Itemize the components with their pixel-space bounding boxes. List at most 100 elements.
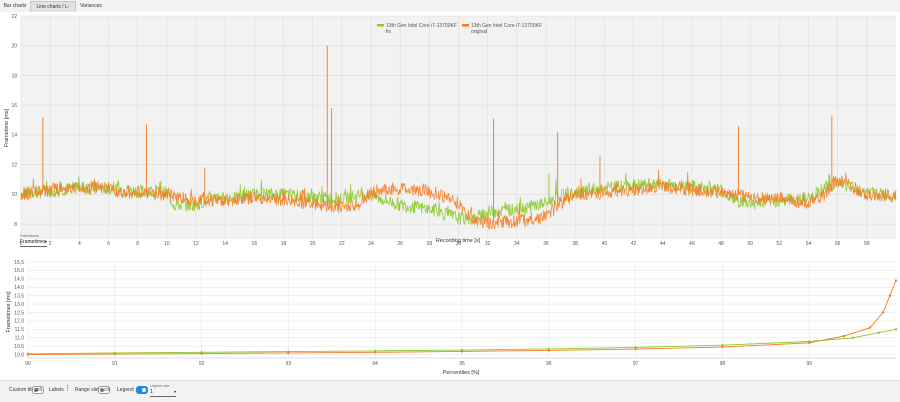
frametime-ylabel: Frametime [ms] — [4, 108, 10, 147]
x-tick-label: 91 — [112, 361, 118, 367]
legend-size-select[interactable]: Legend size 1 ▾ — [150, 384, 176, 397]
x-tick-label: 48 — [718, 241, 724, 247]
toggle-knob — [34, 388, 38, 392]
percentile-point — [721, 345, 724, 349]
legend-size-value: 1 — [150, 389, 153, 395]
x-tick-label: 26 — [397, 241, 403, 247]
percentile-series — [26, 279, 898, 356]
legend-label-original-sub: original — [471, 29, 487, 35]
x-tick-label: 18 — [281, 241, 287, 247]
x-tick-label: 14 — [222, 241, 228, 247]
x-tick-label: 28 — [427, 241, 433, 247]
y-tick-label: 14.5 — [14, 277, 24, 283]
legend-label-fix-sub: fix — [386, 29, 392, 35]
percentile-chart-frame — [0, 252, 900, 378]
x-tick-label: 24 — [368, 241, 374, 247]
y-tick-label: 10.0 — [14, 352, 24, 358]
x-tick-label: 8 — [136, 241, 139, 247]
x-tick-label: 94 — [372, 361, 378, 367]
percentile-point — [634, 347, 637, 351]
legend-size-caption: Legend size — [150, 384, 170, 388]
y-tick-label: 14 — [11, 133, 17, 139]
series-selector-value: Frametimes — [20, 239, 47, 245]
x-tick-label: 46 — [689, 241, 695, 247]
percentile-point — [868, 326, 872, 329]
series-selector-caption: Frametimes — [20, 234, 39, 238]
toggle-knob — [100, 388, 104, 392]
y-tick-label: 8 — [14, 222, 17, 228]
chevron-down-icon: ▾ — [44, 239, 47, 244]
custom-titles-label: Custom titles — [9, 387, 38, 393]
y-tick-label: 16 — [11, 103, 17, 109]
x-tick-label: 38 — [572, 241, 578, 247]
y-tick-label: 22 — [11, 14, 17, 20]
x-tick-label: 22 — [339, 241, 345, 247]
percentile-ticks: 10.0 10.5 11.0 11.5 12.0 12.5 13.0 13.5 14.0 14.5… — [14, 260, 812, 367]
series-selector[interactable]: Frametimes Frametimes ▾ — [20, 234, 47, 247]
percentile-point — [113, 352, 117, 356]
x-tick-label: 54 — [806, 241, 812, 247]
frametime-grid — [20, 15, 896, 239]
percentile-point — [460, 350, 464, 353]
x-tick-label: 32 — [485, 241, 491, 247]
more-vertical-icon[interactable]: ⋮ — [64, 385, 71, 392]
frametime-xlabel: Recording time [s] — [436, 238, 481, 244]
x-tick-label: 95 — [459, 361, 465, 367]
x-tick-label: 50 — [747, 241, 753, 247]
y-tick-label: 18 — [11, 73, 17, 79]
x-tick-label: 2 — [49, 241, 52, 247]
x-tick-label: 34 — [514, 241, 520, 247]
y-tick-label: 15.5 — [14, 260, 24, 266]
x-tick-label: 56 — [835, 241, 841, 247]
tab-bar-charts[interactable]: Bar charts — [3, 3, 27, 9]
series-line-0 — [20, 172, 897, 226]
tab-variances[interactable]: Variances — [80, 3, 102, 9]
x-tick-label: 42 — [631, 241, 637, 247]
y-tick-label: 10 — [11, 192, 17, 198]
y-tick-label: 14.0 — [14, 285, 24, 291]
x-tick-label: 97 — [633, 361, 639, 367]
percentile-point — [808, 341, 811, 345]
percentile-point — [842, 334, 846, 338]
y-tick-label: 12 — [11, 162, 17, 168]
chart-controls: Custom titles Off Labels ⋮ Range slider … — [0, 380, 900, 402]
frametime-legend: 13th Gen Intel Core i7-13700KF fix 13th … — [377, 23, 542, 35]
x-tick-label: 44 — [660, 241, 666, 247]
percentile-point — [200, 352, 203, 355]
toggle-knob — [142, 388, 146, 392]
legend-swatch-fix — [377, 24, 384, 27]
y-tick-label: 11.0 — [15, 336, 25, 342]
percentile-point — [888, 294, 892, 297]
x-tick-label: 10 — [164, 241, 170, 247]
percentile-xlabel: Percentiles [%] — [443, 370, 480, 376]
legend-toggle[interactable] — [136, 386, 148, 394]
x-tick-label: 52 — [777, 241, 783, 247]
x-tick-label: 93 — [286, 361, 292, 367]
percentile-point — [547, 349, 550, 352]
custom-titles-toggle[interactable] — [32, 386, 44, 394]
x-tick-label: 6 — [107, 241, 110, 247]
tab-line-charts[interactable]: Line charts / L-shapes — [30, 1, 76, 20]
range-slider-toggle[interactable] — [98, 386, 110, 394]
x-tick-label: 4 — [78, 241, 81, 247]
range-slider-state: Off — [104, 387, 110, 392]
x-tick-label: 58 — [864, 241, 870, 247]
x-tick-label: 40 — [602, 241, 608, 247]
percentile-ylabel: Frametimes [ms] — [6, 291, 12, 332]
x-tick-label: 90 — [25, 361, 31, 367]
legend-label-fix: 13th Gen Intel Core i7-13700KF — [386, 23, 457, 29]
custom-titles-state: Off — [36, 387, 42, 392]
percentile-chart: 10.0 10.5 11.0 11.5 12.0 12.5 13.0 13.5 14.0 14.5… — [0, 252, 900, 378]
x-tick-label: 92 — [199, 361, 205, 367]
x-tick-label: 12 — [193, 241, 199, 247]
percentile-point — [894, 279, 898, 282]
percentile-point — [721, 344, 724, 347]
legend-swatch-original — [462, 24, 469, 27]
y-tick-label: 11.5 — [15, 327, 25, 333]
y-tick-label: 15.0 — [14, 268, 24, 274]
y-tick-label: 20 — [11, 44, 17, 50]
x-tick-label: 0 — [20, 241, 23, 247]
percentile-point — [634, 346, 637, 349]
